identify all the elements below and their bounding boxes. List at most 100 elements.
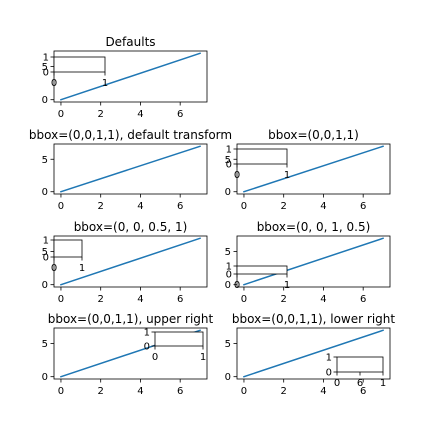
x-tick-label: 4	[137, 109, 143, 120]
x-tick-label: 6	[177, 294, 183, 305]
inset-x-tick-label: 1	[200, 352, 206, 363]
axes-frame	[53, 143, 208, 195]
data-line	[60, 237, 201, 286]
x-tick-label: 0	[58, 201, 64, 212]
subplot-title: bbox=(0,0,1,1)	[268, 128, 359, 142]
y-tick-label: 5	[42, 155, 48, 166]
x-tick-label: 6	[177, 201, 183, 212]
x-tick-label: 0	[241, 201, 247, 212]
y-tick-label: 5	[225, 339, 231, 350]
y-tick-label: 0	[225, 187, 231, 198]
y-tick-label: 5	[225, 155, 231, 166]
x-tick-label: 2	[98, 109, 104, 120]
x-tick-label: 4	[320, 294, 326, 305]
inset-x-tick-label: 1	[102, 78, 108, 89]
inset-axes: 0 101	[226, 262, 291, 292]
y-tick-label: 0	[42, 95, 48, 106]
inset-y-tick-label: 1	[326, 353, 332, 364]
x-tick-label: 0	[241, 386, 247, 397]
inset-x-tick-label: 6	[357, 378, 363, 389]
inset-x-tick-label: 1	[380, 378, 386, 389]
y-tick-label: 0	[225, 280, 231, 291]
x-tick-label: 4	[137, 294, 143, 305]
inset-axes: 0 101	[43, 236, 86, 275]
x-tick-label: 6	[360, 294, 366, 305]
axes-frame	[236, 235, 391, 288]
subplot-6: bbox=(0,0,1,1), upper right 0 2 4 6 0 5 0 1 0 1	[42, 312, 214, 397]
axes-frame	[53, 327, 208, 380]
x-tick-label: 0	[58, 109, 64, 120]
subplot-title: bbox=(0,0,1,1), upper right	[48, 312, 214, 326]
subplot-title: bbox=(0, 0, 0.5, 1)	[74, 220, 188, 234]
inset-frame	[53, 239, 83, 258]
inset-y-tick-label: 1	[144, 328, 150, 339]
y-tick-label: 0	[42, 372, 48, 383]
inset-y-tick-label: 1	[43, 236, 49, 247]
x-tick-label: 2	[98, 386, 104, 397]
x-tick-label: 6	[360, 386, 366, 397]
subplot-title: bbox=(0,0,1,1), lower right	[232, 312, 395, 326]
inset-y-tick-label: 0	[326, 368, 332, 379]
inset-x-tick-label: 0	[334, 378, 340, 389]
subplot-7: bbox=(0,0,1,1), lower right 0 2 4 6 0 5 0 6 1 0 1	[225, 312, 396, 397]
data-line	[243, 237, 384, 286]
inset-frame	[236, 265, 288, 275]
x-tick-label: 2	[281, 386, 287, 397]
data-line	[243, 145, 384, 193]
inset-x-tick-label: 0	[234, 170, 240, 181]
data-line	[60, 52, 201, 101]
axes-frame	[53, 235, 208, 288]
inset-y-tick-label: 1	[226, 262, 232, 273]
inset-frame	[154, 331, 204, 347]
inset-y-tick-label: 0	[226, 270, 232, 281]
x-tick-label: 4	[137, 201, 143, 212]
y-tick-label: 0	[42, 187, 48, 198]
inset-y-tick-label: 1	[226, 145, 232, 156]
y-tick-label: 0	[42, 280, 48, 291]
inset-frame	[336, 356, 384, 373]
x-tick-label: 6	[360, 201, 366, 212]
subplot-title: Defaults	[105, 35, 155, 49]
inset-x-tick-label: 0	[51, 78, 57, 89]
data-line	[243, 329, 384, 378]
x-tick-label: 6	[177, 386, 183, 397]
y-tick-label: 5	[42, 62, 48, 73]
inset-axes: 0 1 0 1	[43, 53, 109, 90]
inset-y-tick-label: 0	[144, 342, 150, 353]
y-tick-label: 5	[42, 339, 48, 350]
y-tick-label: 5	[225, 247, 231, 258]
y-tick-label: 0	[225, 372, 231, 383]
x-tick-label: 2	[281, 201, 287, 212]
data-line	[60, 145, 201, 193]
y-tick-label: 5	[42, 247, 48, 258]
x-tick-label: 0	[241, 294, 247, 305]
x-tick-label: 4	[320, 386, 326, 397]
inset-axes: 0 6 1 0 1	[326, 353, 387, 390]
x-tick-label: 4	[320, 201, 326, 212]
axes-frame	[53, 50, 208, 103]
inset-y-tick-label: 0	[43, 253, 49, 264]
x-tick-label: 2	[98, 294, 104, 305]
inset-axes: 0 1 0 1	[144, 328, 207, 364]
x-tick-label: 0	[58, 294, 64, 305]
inset-frame	[236, 148, 288, 165]
inset-y-tick-label: 1	[43, 53, 49, 64]
axes-frame	[236, 143, 391, 195]
x-tick-label: 0	[58, 386, 64, 397]
inset-frame	[53, 56, 106, 73]
x-tick-label: 6	[177, 109, 183, 120]
inset-y-tick-label: 0	[43, 68, 49, 79]
inset-x-tick-label: 0	[234, 280, 240, 291]
inset-y-tick-label: 0	[226, 160, 232, 171]
x-tick-label: 4	[137, 386, 143, 397]
inset-x-tick-label: 1	[79, 263, 85, 274]
inset-x-tick-label: 0	[152, 352, 158, 363]
inset-x-tick-label: 1	[284, 280, 290, 291]
subplot-title: bbox=(0,0,1,1), default transform	[29, 128, 232, 142]
